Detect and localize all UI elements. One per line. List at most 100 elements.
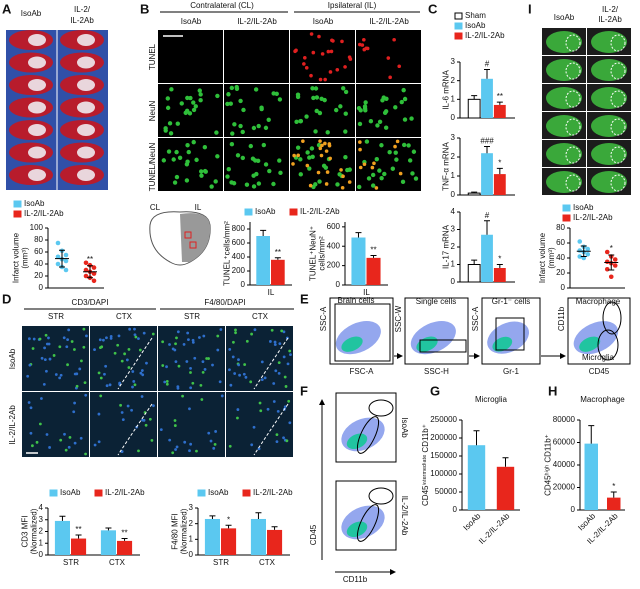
cell	[219, 328, 223, 331]
cell	[249, 380, 253, 384]
cell	[277, 158, 282, 163]
y-tick-label: 2	[451, 242, 456, 251]
cell	[191, 341, 195, 344]
brain-section	[546, 143, 582, 165]
y-tick-label: 0	[453, 505, 458, 514]
error-bar	[608, 254, 615, 271]
cell	[66, 363, 69, 367]
cell	[364, 139, 370, 144]
data-point	[91, 265, 97, 270]
cell	[209, 184, 214, 189]
cell	[202, 334, 206, 338]
gate-label: Microglia	[582, 353, 615, 362]
cell	[139, 371, 143, 375]
cell	[75, 372, 79, 376]
cell	[295, 94, 301, 100]
bar	[256, 236, 270, 285]
gate	[334, 303, 391, 362]
cell	[48, 357, 52, 361]
row-label: IsoAb	[400, 417, 409, 438]
gate	[419, 339, 467, 353]
error-bar	[370, 254, 377, 258]
cell	[248, 143, 253, 149]
brain-slice-core	[28, 34, 46, 46]
y-tick-label: 40	[34, 259, 43, 268]
error-bar	[473, 430, 480, 446]
y-axis-label: (mm³)	[21, 247, 30, 269]
cell	[266, 117, 271, 122]
axis-label: Gr-1	[503, 367, 520, 376]
cell	[341, 174, 345, 179]
bar	[467, 192, 481, 196]
cell	[283, 375, 287, 379]
row-label: IL-2/IL-2Ab	[8, 405, 17, 445]
error-bar	[496, 264, 503, 268]
cell	[235, 153, 241, 158]
cell	[372, 161, 376, 166]
cell	[328, 156, 332, 161]
y-tick-label: 200	[327, 261, 341, 270]
error-bar	[502, 457, 509, 467]
column-label: STR	[184, 312, 200, 321]
cell	[317, 34, 321, 39]
cell	[189, 386, 193, 390]
cell	[31, 444, 34, 448]
cell	[99, 376, 103, 380]
y-tick-label: 1	[39, 538, 44, 547]
cell	[176, 386, 180, 390]
legend-swatch	[562, 204, 571, 212]
cell	[133, 383, 137, 387]
cell	[229, 142, 235, 147]
cell	[193, 356, 197, 360]
data-point	[577, 239, 583, 244]
cell	[277, 371, 281, 375]
cell	[79, 436, 83, 440]
data-point	[604, 249, 610, 255]
lesion	[180, 213, 211, 262]
legend-swatch	[242, 489, 251, 497]
bar	[267, 529, 283, 555]
cell	[142, 418, 146, 422]
cell	[314, 108, 319, 114]
cell	[394, 157, 399, 162]
bar	[493, 104, 506, 118]
cell	[126, 404, 130, 408]
cell	[97, 371, 101, 375]
cell	[200, 398, 204, 401]
cell	[138, 348, 142, 352]
significance: ###	[480, 137, 494, 146]
bar	[481, 78, 493, 118]
cell	[225, 174, 230, 179]
cell	[103, 372, 106, 376]
brain-slice-core	[28, 56, 46, 69]
cell	[324, 182, 329, 186]
y-tick-label: 1	[451, 94, 456, 103]
cell	[307, 166, 312, 171]
cell	[73, 401, 76, 405]
cell	[358, 140, 362, 144]
data-point	[612, 263, 618, 268]
axis-label: CD45	[589, 367, 610, 376]
column-label: CTX	[252, 312, 269, 321]
cell	[379, 143, 384, 148]
cell	[35, 440, 39, 444]
cell	[287, 399, 291, 403]
cell	[382, 171, 387, 177]
cell	[278, 170, 283, 176]
cell	[183, 110, 188, 116]
cell	[185, 360, 189, 363]
significance: **	[275, 248, 281, 257]
cell	[305, 150, 310, 155]
cell	[42, 382, 46, 386]
cell	[108, 383, 112, 387]
y-tick-label: 200000	[430, 433, 457, 442]
cell	[197, 88, 202, 93]
cell	[214, 130, 219, 135]
data-point	[604, 259, 610, 265]
y-tick-label: 0	[336, 280, 341, 289]
legend-swatch	[244, 208, 253, 216]
cell	[187, 111, 193, 116]
bar	[351, 237, 366, 285]
brain-section	[591, 31, 627, 53]
column-label: IL-2/IL-2Ab	[369, 17, 409, 26]
